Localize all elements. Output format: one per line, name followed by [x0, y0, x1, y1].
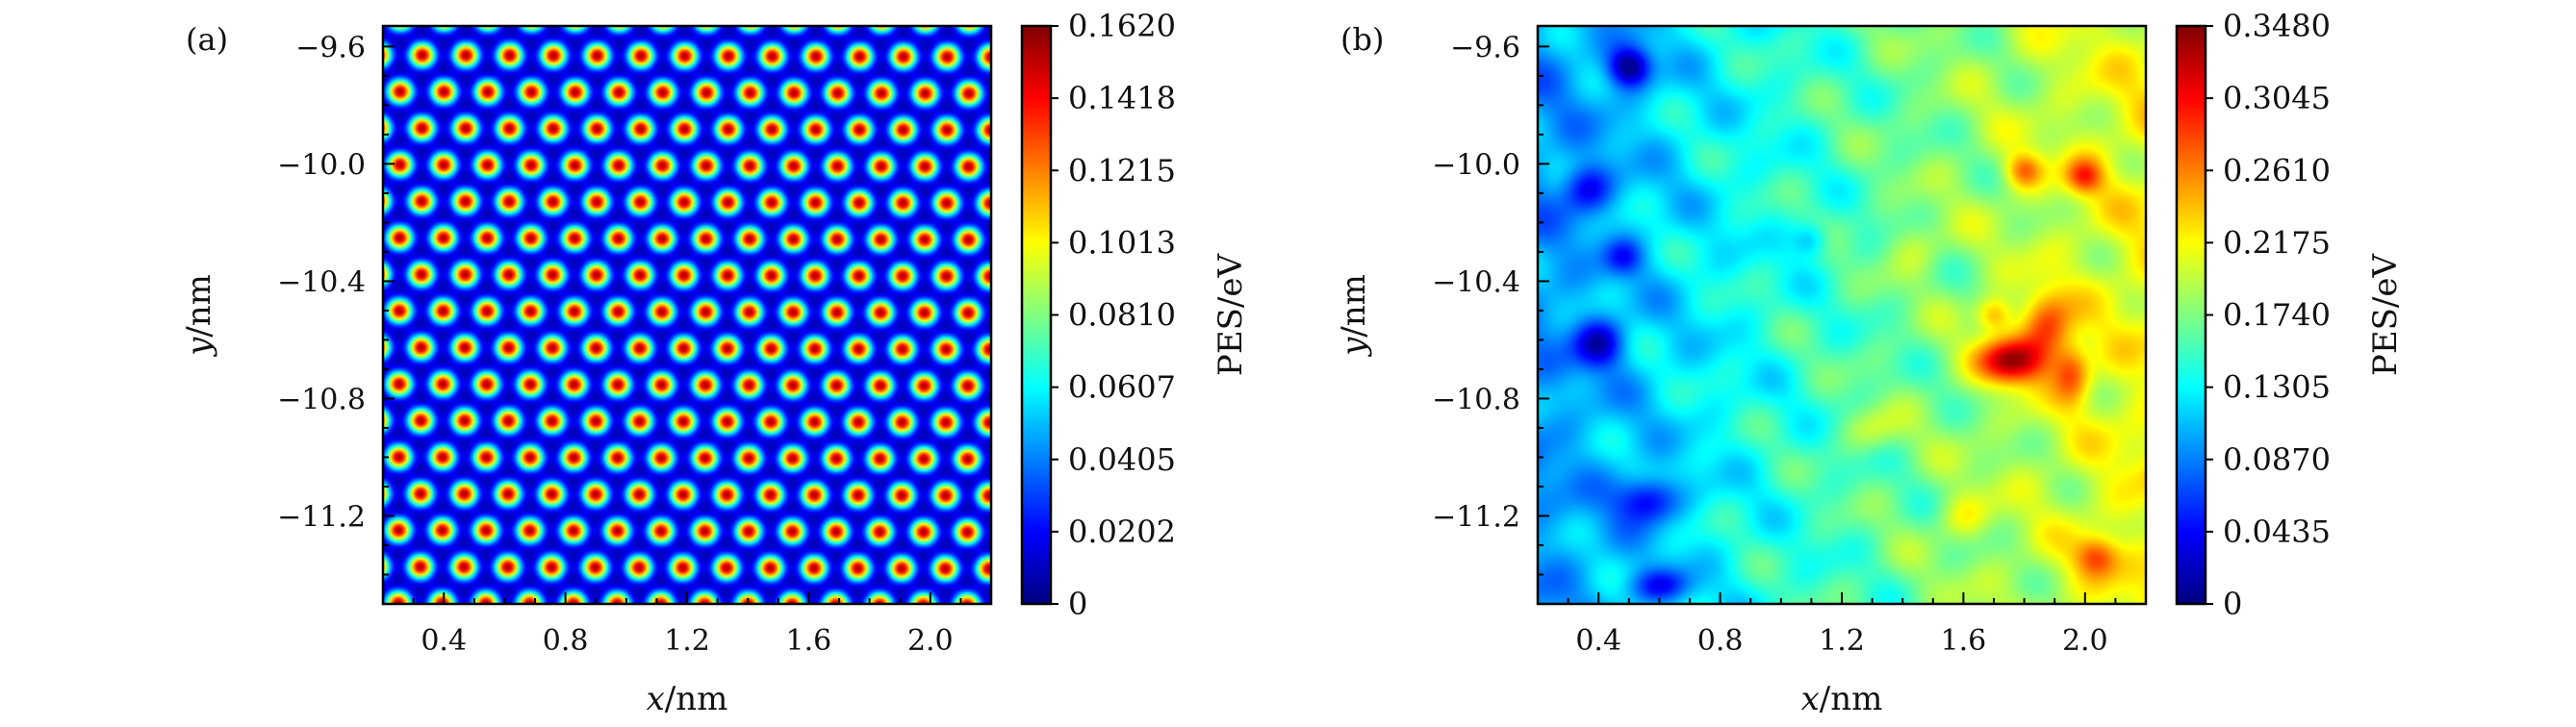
y-tick-label-b: −9.6 — [1450, 31, 1520, 64]
x-tick-label-b: 0.4 — [1575, 624, 1621, 658]
y-tick-label-b: −10.0 — [1432, 148, 1520, 182]
y-axis-label-a: y/nm — [180, 274, 218, 358]
colorbar-label-b: PES/eV — [2366, 252, 2405, 376]
x-tick-label-a: 0.8 — [543, 624, 589, 658]
x-axis-label-a: x/nm — [647, 680, 728, 718]
colorbar-tick-label-a: 0.0607 — [1068, 369, 1176, 406]
panel-label-b: (b) — [1340, 21, 1384, 58]
colorbar-tick-label-a: 0.1418 — [1068, 80, 1176, 116]
y-tick-label-a: −10.0 — [277, 148, 366, 182]
heatmap-image-a — [383, 26, 991, 604]
colorbar-tick-label-b: 0.2610 — [2223, 152, 2331, 188]
x-tick-label-a: 1.6 — [786, 624, 832, 658]
y-tick-label-b: −10.8 — [1432, 383, 1520, 416]
colorbar-tick-label-a: 0.1013 — [1068, 224, 1176, 261]
colorbar-tick-label-a: 0.1215 — [1068, 152, 1176, 188]
y-tick-label-a: −10.4 — [277, 265, 366, 299]
colorbar-tick-label-b: 0.0870 — [2223, 441, 2331, 478]
x-tick-label-b: 1.2 — [1819, 624, 1865, 658]
colorbar-tick-label-b: 0.1305 — [2223, 369, 2331, 406]
y-tick-label-a: −10.8 — [277, 383, 366, 416]
x-tick-label-a: 2.0 — [907, 624, 954, 658]
colorbar-tick-label-b: 0.0435 — [2223, 514, 2331, 550]
colorbar-label-a: PES/eV — [1211, 252, 1250, 376]
y-tick-label-b: −11.2 — [1432, 500, 1520, 534]
colorbar-tick-label-b: 0.3045 — [2223, 80, 2331, 116]
y-tick-label-a: −9.6 — [295, 31, 366, 64]
colorbar-b — [2175, 24, 2207, 606]
y-tick-label-a: −11.2 — [277, 500, 366, 534]
colorbar-tick-label-a: 0.0810 — [1068, 297, 1176, 334]
x-tick-label-b: 0.8 — [1697, 624, 1744, 658]
x-tick-label-b: 2.0 — [2062, 624, 2108, 658]
colorbar-tick-label-b: 0.1740 — [2223, 297, 2331, 334]
colorbar-tick-label-a: 0 — [1068, 586, 1087, 622]
x-axis-label-b: x/nm — [1801, 680, 1883, 718]
x-tick-label-b: 1.6 — [1941, 624, 1987, 658]
colorbar-tick-label-b: 0.2175 — [2223, 224, 2331, 261]
panel-label-a: (a) — [186, 21, 228, 58]
colorbar-tick-label-a: 0.1620 — [1068, 8, 1176, 44]
colorbar-tick-label-b: 0.3480 — [2223, 8, 2331, 44]
colorbar-tick-label-b: 0 — [2223, 586, 2242, 622]
heatmap-image-b — [1538, 26, 2146, 604]
y-axis-label-b: y/nm — [1335, 274, 1373, 358]
colorbar-tick-label-a: 0.0202 — [1068, 514, 1176, 550]
x-tick-label-a: 0.4 — [421, 624, 467, 658]
x-tick-label-a: 1.2 — [664, 624, 710, 658]
colorbar-tick-label-a: 0.0405 — [1068, 441, 1176, 478]
y-tick-label-b: −10.4 — [1432, 265, 1520, 299]
colorbar-a — [1020, 24, 1053, 606]
